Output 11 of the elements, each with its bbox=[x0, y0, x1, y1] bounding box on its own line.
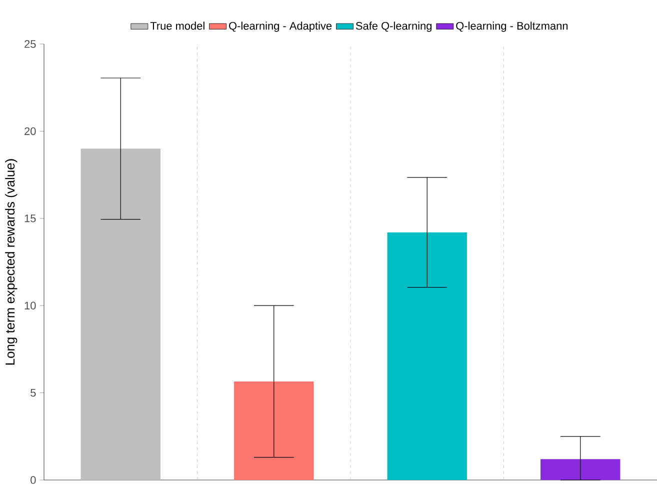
y-tick-label: 25 bbox=[24, 40, 36, 48]
y-tick-label: 5 bbox=[30, 388, 36, 397]
legend-label: True model bbox=[150, 22, 204, 30]
legend-label: Q-learning - Adaptive bbox=[229, 22, 332, 32]
legend-label: Safe Q-learning bbox=[356, 22, 432, 32]
legend-label: Q-learning - Boltzmann bbox=[456, 22, 568, 32]
y-tick-label: 20 bbox=[24, 127, 36, 136]
y-tick-label: 10 bbox=[24, 302, 36, 310]
y-tick-label: 15 bbox=[24, 214, 36, 222]
y-tick-label: 0 bbox=[30, 476, 36, 484]
y-axis-title: Long term expected rewards (value) bbox=[5, 159, 18, 365]
